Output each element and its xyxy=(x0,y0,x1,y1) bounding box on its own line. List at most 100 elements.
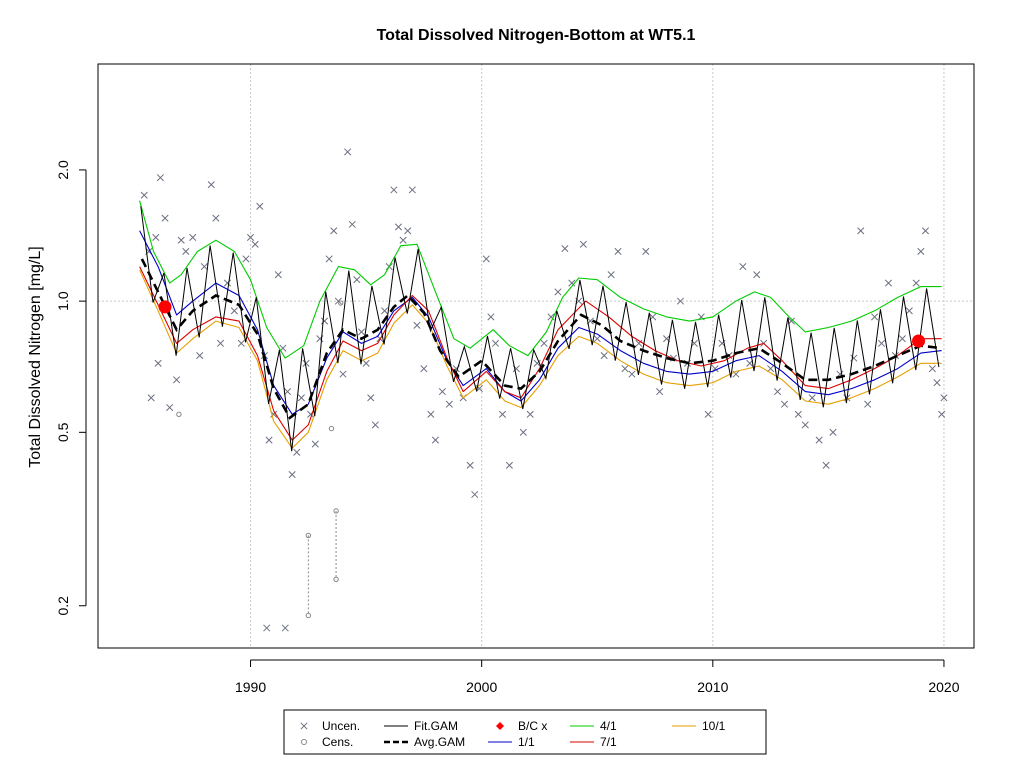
y-axis: 0.2 0.5 1.0 2.0 xyxy=(55,160,87,616)
uncensored-point xyxy=(921,227,930,235)
uncensored-point xyxy=(676,297,685,305)
uncensored-point xyxy=(320,317,329,325)
uncensored-point xyxy=(898,335,906,343)
x-tick-label: 2020 xyxy=(928,679,959,695)
uncensored-point xyxy=(857,227,865,235)
series-4-1 xyxy=(139,200,942,359)
uncensored-point xyxy=(938,410,946,418)
series-10-1 xyxy=(139,269,942,449)
uncensored-point xyxy=(466,461,474,469)
y-axis-label: Total Dissolved Nitrogen [mg/L] xyxy=(27,246,44,467)
uncensored-point xyxy=(912,279,920,287)
uncensored-point xyxy=(628,370,636,378)
censored-point xyxy=(333,576,339,583)
uncensored-point xyxy=(246,233,255,241)
uncensored-point xyxy=(173,376,181,384)
legend-item: 7/1 xyxy=(570,735,617,749)
legend-marker xyxy=(301,739,307,745)
uncensored-point xyxy=(330,227,338,235)
bc-point xyxy=(912,334,926,348)
uncensored-point xyxy=(427,410,435,418)
series-1-1 xyxy=(139,230,942,415)
uncensored-point xyxy=(413,321,421,329)
uncensored-point xyxy=(189,233,197,241)
uncensored-point xyxy=(877,339,886,347)
data-layer xyxy=(140,148,948,632)
uncensored-point xyxy=(182,247,190,256)
uncensored-point xyxy=(780,400,789,408)
uncensored-point xyxy=(829,428,837,436)
censored-point xyxy=(305,532,312,539)
uncensored-point xyxy=(339,370,347,378)
bc-point xyxy=(158,300,172,314)
uncensored-point xyxy=(498,410,507,418)
uncensored-point xyxy=(519,428,527,436)
uncensored-point xyxy=(445,400,453,408)
x-tick-label: 2010 xyxy=(697,679,728,695)
uncensored-point xyxy=(917,247,925,256)
legend-marker xyxy=(496,722,504,730)
uncensored-point xyxy=(288,471,296,479)
uncensored-point xyxy=(739,263,747,271)
uncensored-point xyxy=(656,388,664,396)
uncensored-point xyxy=(801,421,809,429)
legend-label: 1/1 xyxy=(518,735,535,749)
uncensored-point xyxy=(753,271,761,279)
uncensored-point xyxy=(265,436,273,444)
uncensored-point xyxy=(147,394,155,402)
legend-marker xyxy=(300,722,308,730)
uncensored-point xyxy=(152,233,160,241)
uncensored-point xyxy=(156,174,164,182)
uncensored-point xyxy=(767,365,775,373)
uncensored-point xyxy=(431,436,440,444)
uncensored-point xyxy=(223,279,231,287)
uncensored-point xyxy=(808,394,816,402)
uncensored-point xyxy=(773,388,782,396)
uncensored-point xyxy=(311,440,319,448)
uncensored-point xyxy=(408,186,416,194)
uncensored-point xyxy=(274,271,282,279)
legend-label: Avg.GAM xyxy=(414,735,465,749)
uncensored-point xyxy=(491,339,500,347)
uncensored-point xyxy=(635,339,643,347)
uncensored-point xyxy=(884,279,893,287)
uncensored-point xyxy=(704,410,712,418)
uncensored-point xyxy=(579,240,587,248)
uncensored-point xyxy=(293,448,301,456)
uncensored-point xyxy=(540,339,548,347)
uncensored-point xyxy=(353,276,361,284)
censored-point xyxy=(333,508,339,514)
uncensored-point xyxy=(438,388,446,396)
uncensored-point xyxy=(933,379,941,387)
uncensored-point xyxy=(554,288,562,296)
uncensored-point xyxy=(362,359,370,367)
uncensored-point xyxy=(283,388,292,396)
uncensored-point xyxy=(905,307,913,315)
bc-points xyxy=(158,300,926,348)
uncensored-point xyxy=(815,436,823,444)
uncensored-point xyxy=(526,410,534,418)
uncensored-point xyxy=(297,394,305,402)
uncensored-point xyxy=(533,359,541,367)
uncensored-point xyxy=(237,339,245,347)
legend-item: Uncen. xyxy=(300,719,360,733)
uncensored-point xyxy=(822,461,830,469)
uncensored-point xyxy=(794,410,802,418)
y-tick-label: 0.2 xyxy=(55,596,71,616)
uncensored-point xyxy=(196,352,204,360)
uncensored-point xyxy=(593,335,601,343)
y-tick-label: 0.5 xyxy=(55,422,71,442)
uncensored-point xyxy=(505,461,513,469)
censored-point xyxy=(337,300,344,306)
uncensored-point xyxy=(166,403,174,412)
legend-label: 7/1 xyxy=(600,735,617,749)
uncensored-point xyxy=(212,214,220,222)
uncensored-point xyxy=(251,240,259,248)
uncensored-point xyxy=(642,247,650,256)
legend-label: Cens. xyxy=(322,735,353,749)
legend-item: Fit.GAM xyxy=(384,719,458,733)
uncensored-point xyxy=(928,365,936,373)
uncensored-point xyxy=(242,255,250,263)
uncensored-point xyxy=(482,255,490,263)
